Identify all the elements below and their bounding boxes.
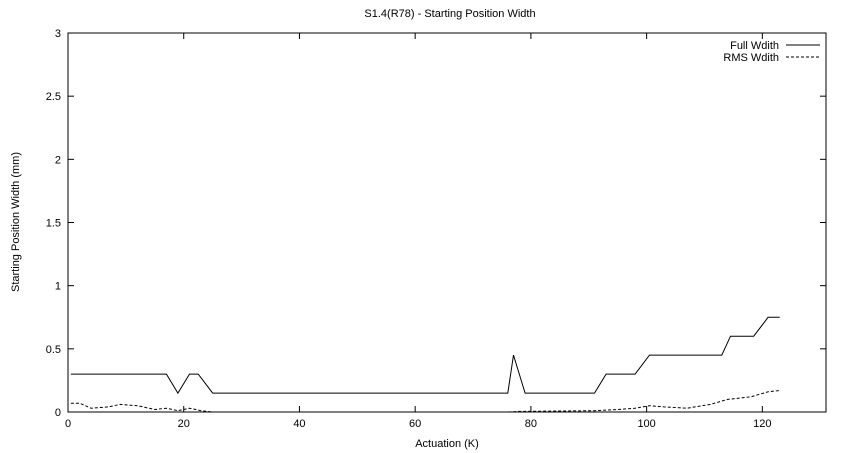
legend-label-1: Full Wdith bbox=[730, 40, 779, 52]
x-tick-label: 60 bbox=[409, 418, 421, 430]
y-tick-label: 1 bbox=[55, 281, 61, 293]
series-layer bbox=[70, 316, 780, 413]
x-tick-label: 0 bbox=[65, 418, 71, 430]
axis-ticks bbox=[67, 32, 826, 413]
y-tick-label: 2.5 bbox=[46, 91, 61, 103]
y-tick-label: 1.5 bbox=[46, 218, 61, 230]
tick-labels: 0 20 40 60 80 100 120 0 0.5 1 1.5 2 2.5 3 bbox=[46, 28, 772, 430]
y-tick-label: 0 bbox=[55, 407, 61, 419]
y-tick-label: 2 bbox=[55, 154, 61, 166]
y-tick-label: 3 bbox=[55, 28, 61, 40]
series-line-1 bbox=[70, 316, 780, 395]
y-axis-label: Starting Position Width (mm) bbox=[10, 152, 22, 292]
x-tick-label: 120 bbox=[753, 418, 771, 430]
series-line-2 bbox=[70, 390, 780, 413]
x-tick-label: 20 bbox=[178, 418, 190, 430]
y-tick-label: 0.5 bbox=[46, 344, 61, 356]
x-axis-label: Actuation (K) bbox=[415, 438, 479, 450]
x-tick-label: 80 bbox=[525, 418, 537, 430]
x-tick-label: 100 bbox=[637, 418, 655, 430]
x-tick-label: 40 bbox=[293, 418, 305, 430]
legend-label-2: RMS Wdith bbox=[723, 52, 779, 64]
chart-title: S1.4(R78) - Starting Position Width bbox=[364, 8, 535, 20]
